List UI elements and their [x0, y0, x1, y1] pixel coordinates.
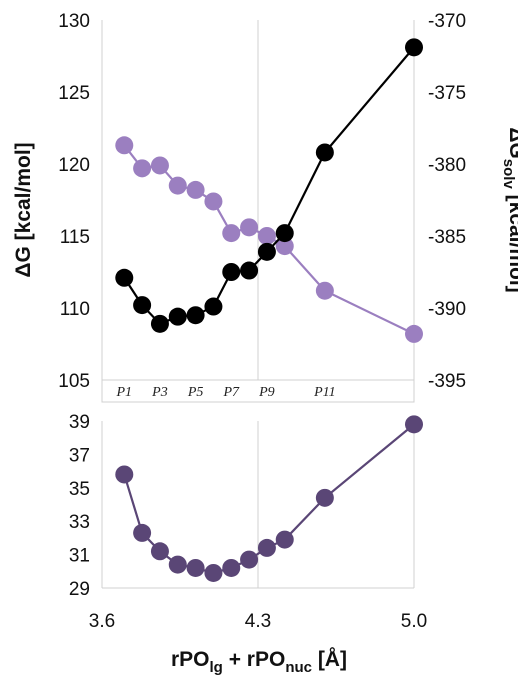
- dg-series-point: [240, 261, 259, 280]
- point-labels: P1 P3 P5 P7 P9 P11: [116, 385, 336, 400]
- bottom-series-point: [168, 555, 187, 574]
- solvation-series-point: [115, 136, 134, 155]
- y-axis-right-title-main: ΔG: [505, 127, 518, 158]
- solvation-series-point: [275, 237, 294, 256]
- dg-series-point: [186, 306, 205, 325]
- bottom-panel-grid: [101, 421, 415, 589]
- bottom-x-tick-label: 4.3: [245, 611, 271, 632]
- top-panel-grid: [101, 20, 415, 380]
- y-axis-right-title-sub: solv: [500, 159, 517, 190]
- top-right-y-ticks: -395 -390 -385 -380 -375 -370: [428, 11, 466, 392]
- bottom-series-point: [275, 530, 294, 549]
- bottom-series-point: [257, 538, 276, 557]
- x-axis-title-sub-2: nuc: [285, 659, 312, 676]
- bottom-series-point: [186, 558, 205, 577]
- top-left-tick-label: 105: [58, 371, 90, 392]
- dg-series-point: [168, 307, 187, 326]
- bottom-series-point: [222, 558, 241, 577]
- bottom-series-point: [115, 465, 134, 484]
- solvation-series-point: [315, 281, 334, 300]
- dg-series-point: [275, 224, 294, 243]
- dg-series-point: [150, 314, 169, 333]
- bottom-series-point: [204, 563, 223, 582]
- dg-series-point: [257, 242, 276, 261]
- top-left-tick-label: 110: [60, 299, 90, 320]
- y-axis-left-title: ΔG [kcal/mol]: [12, 142, 35, 277]
- bottom-series-point: [405, 415, 423, 434]
- dg-series-point: [405, 38, 423, 57]
- solvation-series-point: [150, 156, 169, 175]
- bottom-y-tick-label: 31: [69, 546, 90, 567]
- bottom-series-point: [240, 550, 259, 569]
- bottom-y-tick-label: 33: [69, 512, 90, 533]
- dg-series-point: [315, 143, 334, 162]
- dg-series-point: [204, 297, 223, 316]
- point-label: P3: [151, 385, 168, 400]
- top-left-tick-label: 115: [60, 227, 90, 248]
- bottom-y-tick-label: 29: [69, 579, 90, 600]
- top-left-y-ticks: 105 110 115 120 125 130: [58, 11, 90, 392]
- solvation-series-point: [204, 192, 223, 211]
- x-axis-title-sub-1: lg: [210, 659, 223, 676]
- x-axis-title-part-2: + rPO: [223, 648, 285, 671]
- bottom-x-tick-label: 3.6: [89, 611, 115, 632]
- x-axis-title-part-3: [Å]: [312, 647, 347, 671]
- bottom-y-tick-label: 35: [69, 479, 90, 500]
- point-label: P7: [222, 385, 240, 400]
- y-axis-right-title: ΔGsolv [kcal/mol]: [500, 127, 518, 292]
- bottom-y-ticks: 29 31 33 35 37 39: [69, 412, 90, 600]
- solvation-series-point: [222, 224, 241, 243]
- bottom-x-tick-label: 5.0: [401, 611, 427, 632]
- top-right-tick-label: -385: [428, 227, 466, 248]
- solvation-series-point: [133, 159, 152, 178]
- dg-series-point: [115, 268, 134, 287]
- point-label-strip: [101, 379, 415, 403]
- point-label: P5: [187, 385, 204, 400]
- dg-series-point: [133, 296, 152, 315]
- solvation-series-point: [186, 180, 205, 199]
- dg-series-line: [123, 46, 415, 326]
- top-right-tick-label: -395: [428, 371, 466, 392]
- x-axis-title: rPOlg + rPOnuc [Å]: [171, 647, 347, 676]
- x-axis-title-part-1: rPO: [171, 648, 210, 671]
- point-label: P1: [116, 385, 133, 400]
- solvation-series-point: [240, 218, 259, 237]
- bottom-series-point: [150, 542, 169, 561]
- solvation-series-point: [257, 227, 276, 245]
- dg-series-point: [222, 263, 241, 281]
- top-right-tick-label: -390: [428, 299, 466, 320]
- bottom-x-ticks: 3.6 4.3 5.0: [89, 611, 427, 632]
- top-left-tick-label: 130: [58, 11, 90, 32]
- point-label: P9: [258, 385, 275, 400]
- bottom-y-tick-label: 37: [69, 445, 90, 466]
- point-label: P11: [313, 385, 336, 400]
- y-axis-right-title-unit: [kcal/mol]: [505, 189, 518, 293]
- bottom-y-tick-label: 39: [69, 412, 90, 433]
- top-left-tick-label: 120: [58, 155, 90, 176]
- solvation-series-point: [405, 324, 423, 343]
- bottom-series-point: [133, 523, 152, 542]
- top-right-tick-label: -380: [428, 155, 466, 176]
- top-right-tick-label: -370: [428, 11, 466, 32]
- top-right-tick-label: -375: [428, 83, 466, 104]
- solvation-series-point: [168, 176, 187, 195]
- series-layer: [115, 38, 423, 582]
- bottom-series-point: [315, 488, 334, 507]
- top-left-tick-label: 125: [58, 83, 90, 104]
